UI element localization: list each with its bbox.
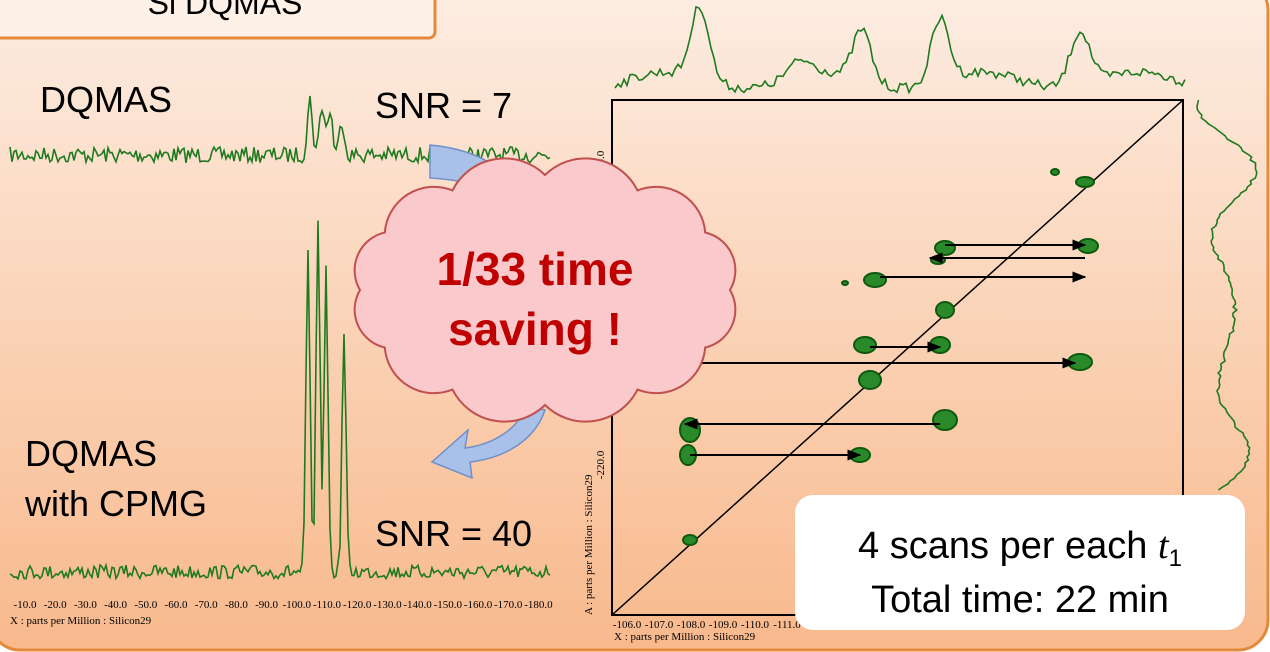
x-tick-label: -90.0 (255, 599, 278, 611)
snr-label: SNR = 7 (375, 85, 512, 126)
callout-text: 1/33 time (437, 243, 634, 295)
x-tick-label: -150.0 (434, 599, 463, 611)
note-text: 4 scans per each (858, 525, 1158, 567)
x-tick-label: -130.0 (373, 599, 402, 611)
title: Si DQMAS (148, 0, 303, 21)
contour (1076, 177, 1094, 187)
x-tick-label: -160.0 (464, 599, 493, 611)
x-tick-label: -180.0 (524, 599, 553, 611)
contour (933, 410, 957, 430)
contour (680, 418, 700, 442)
contour (935, 241, 955, 255)
snr-label: SNR = 40 (375, 513, 532, 554)
spectrum-label: DQMAS (40, 79, 172, 120)
spectrum-label: with CPMG (24, 483, 207, 524)
x-tick-label: -110.0 (313, 599, 342, 611)
axis-title: X : parts per Million : Silicon29 (10, 615, 152, 627)
x-tick-label: -110.0 (741, 619, 770, 631)
x-tick-label: -50.0 (134, 599, 157, 611)
axis-title: A : parts per Million : Silicon29 (583, 474, 595, 615)
contour (683, 535, 697, 545)
x-tick-label: -109.0 (709, 619, 738, 631)
slide: Si DQMAS DQMAS SNR = 7 DQMAS with CPMG S… (0, 0, 1270, 652)
note-line: 4 scans per each t1 (858, 525, 1182, 572)
x-tick-label: -20.0 (44, 599, 67, 611)
note-sub: 1 (1169, 545, 1182, 572)
left-axis: -10.0 -20.0 -30.0 -40.0 -50.0 -60.0 -70.0 -80.0… (14, 599, 554, 611)
callout-text: saving ! (448, 303, 622, 355)
contour (842, 281, 848, 285)
y-tick-label: -220.0 (595, 450, 607, 479)
contour (859, 371, 881, 389)
x-tick-label: -170.0 (494, 599, 523, 611)
x-tick-label: -140.0 (403, 599, 432, 611)
x-tick-label: -106.0 (613, 619, 642, 631)
note-line: Total time: 22 min (871, 579, 1169, 621)
x-tick-label: -70.0 (195, 599, 218, 611)
contour (854, 337, 876, 353)
x-tick-label: -40.0 (104, 599, 127, 611)
spectrum-label: DQMAS (25, 433, 157, 474)
x-tick-label: -30.0 (74, 599, 97, 611)
x-tick-label: -100.0 (283, 599, 312, 611)
x-tick-label: -108.0 (677, 619, 706, 631)
axis-title: X : parts per Million : Silicon29 (614, 631, 756, 643)
x-tick-label: -107.0 (645, 619, 674, 631)
contour (864, 273, 886, 287)
x-tick-label: -111.0 (773, 619, 801, 631)
x-tick-label: -60.0 (165, 599, 188, 611)
x-tick-label: -120.0 (343, 599, 372, 611)
contour (936, 302, 954, 318)
x-tick-label: -10.0 (14, 599, 37, 611)
x-tick-label: -80.0 (225, 599, 248, 611)
contour (930, 337, 950, 353)
contour (1051, 169, 1059, 175)
